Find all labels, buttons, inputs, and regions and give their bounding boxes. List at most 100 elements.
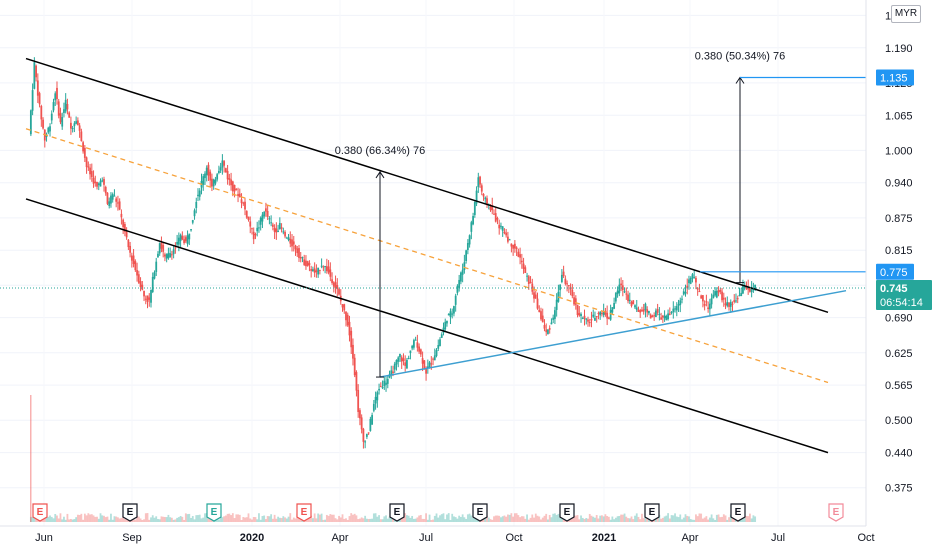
candle <box>632 300 635 305</box>
volume-bar <box>118 518 121 522</box>
volume-bar <box>581 517 584 522</box>
y-tick-label: 0.940 <box>885 178 913 190</box>
earnings-event-marker[interactable]: E <box>296 503 312 522</box>
volume-bar <box>89 514 91 522</box>
candle <box>68 111 71 118</box>
candle <box>456 284 459 296</box>
candle <box>665 314 668 321</box>
candle <box>749 287 751 293</box>
volume-bar <box>115 516 118 522</box>
volume-bar <box>576 515 579 522</box>
volume-bar <box>36 519 39 522</box>
earnings-event-marker[interactable]: E <box>472 503 488 522</box>
candle <box>402 353 405 366</box>
volume-bar <box>459 516 462 522</box>
volume-bar <box>458 515 461 522</box>
channel-lower-line[interactable] <box>25 198 829 454</box>
volume-bar <box>592 516 595 522</box>
earnings-event-letter: E <box>301 507 308 518</box>
support-trend-line[interactable] <box>379 289 847 378</box>
earnings-event-marker[interactable]: E <box>559 503 575 522</box>
earnings-event-marker[interactable]: E <box>389 503 405 522</box>
candle <box>675 302 678 317</box>
measure-tools[interactable]: 0.380 (66.34%) 76 0.380 (50.34%) 76 <box>335 50 786 378</box>
earnings-event-marker[interactable]: E <box>730 503 746 522</box>
candle <box>150 289 152 308</box>
candle <box>221 154 224 175</box>
candle <box>181 231 184 241</box>
volume-bar <box>202 517 205 522</box>
candle <box>315 264 318 278</box>
volume-bar <box>642 518 645 522</box>
candle <box>338 287 340 296</box>
candle <box>512 244 515 256</box>
candle <box>412 338 415 350</box>
volume-bar <box>78 514 81 522</box>
candle <box>104 185 107 196</box>
volume-bar <box>176 517 179 522</box>
trend-lines[interactable] <box>25 57 847 454</box>
earnings-event-marker[interactable]: E <box>828 503 844 522</box>
candle <box>616 286 619 298</box>
volume-bar <box>719 517 722 522</box>
volume-bar <box>353 513 356 522</box>
candle <box>517 248 520 258</box>
volume-bar <box>197 515 199 522</box>
candle <box>374 391 377 410</box>
volume-bar <box>334 518 337 522</box>
earnings-event-marker[interactable]: E <box>206 503 222 522</box>
candle <box>29 109 32 137</box>
earnings-event-marker[interactable]: E <box>644 503 660 522</box>
volume-bar <box>538 516 541 522</box>
currency-label[interactable]: MYR <box>891 5 921 23</box>
volume-bar <box>97 518 100 522</box>
candle <box>134 259 137 272</box>
volume-bar <box>359 518 361 522</box>
volume-bar <box>449 519 452 522</box>
volume-bar <box>571 517 574 522</box>
candle <box>587 316 589 327</box>
candle <box>395 359 398 371</box>
candle <box>625 287 628 300</box>
volume-bar <box>110 513 112 522</box>
volume-bar <box>433 515 436 522</box>
volume-bar <box>205 513 208 522</box>
volume-bar <box>632 519 635 522</box>
volume-bar <box>132 519 135 522</box>
earnings-event-marker[interactable]: E <box>32 503 48 522</box>
earnings-event-marker[interactable]: E <box>122 503 138 522</box>
measure-tool[interactable]: 0.380 (50.34%) 76 <box>695 50 786 284</box>
volume-bar <box>357 519 360 522</box>
measure-tool[interactable]: 0.380 (66.34%) 76 <box>335 145 426 378</box>
volume-bar <box>162 516 165 522</box>
volume-bar <box>623 513 626 522</box>
candle <box>621 280 624 297</box>
volume-bar <box>106 516 109 522</box>
candle <box>658 307 661 321</box>
volume-bar <box>198 514 201 522</box>
volume-bar <box>83 513 86 522</box>
volume-bar <box>360 517 363 522</box>
volume-bar <box>167 514 170 522</box>
volume-bar <box>621 514 624 522</box>
time-axis-panel[interactable] <box>0 526 932 550</box>
volume-bar <box>268 516 271 522</box>
candle <box>688 275 690 290</box>
channel-upper-line[interactable] <box>25 57 829 313</box>
candle <box>719 288 722 295</box>
volume-bar <box>487 517 490 522</box>
candle <box>226 164 229 185</box>
volume-bar <box>418 515 421 522</box>
volume-bar <box>399 519 401 522</box>
time-axis[interactable]: Jun Sep 2020 Apr Jul Oct 2021 Apr Jul Oct <box>35 532 874 544</box>
candle <box>71 125 74 133</box>
candle <box>64 93 67 114</box>
candle <box>332 281 335 293</box>
horizontal-levels[interactable] <box>0 76 866 289</box>
volume-bar <box>273 514 276 522</box>
volume-bar <box>160 516 163 522</box>
candle <box>686 278 689 295</box>
candle <box>609 304 612 321</box>
